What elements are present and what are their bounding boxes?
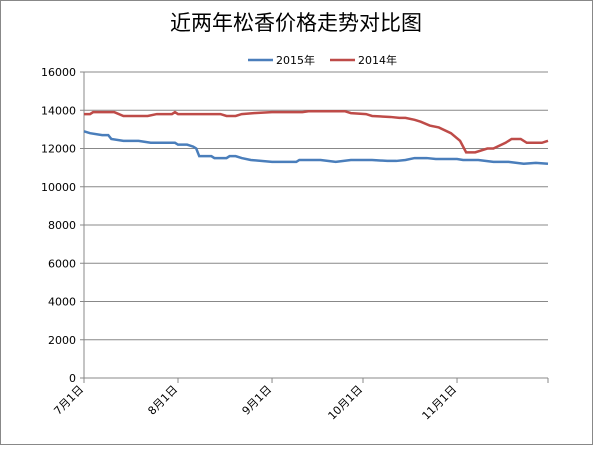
legend-label: 2015年 <box>276 53 315 67</box>
y-tick-label: 12000 <box>41 143 76 156</box>
y-tick-label: 14000 <box>41 104 76 117</box>
y-tick-label: 6000 <box>48 257 76 270</box>
chart-title: 近两年松香价格走势对比图 <box>170 11 422 35</box>
y-tick-label: 0 <box>69 372 76 385</box>
line <box>84 109 549 154</box>
y-tick-label: 4000 <box>48 296 76 309</box>
line <box>83 130 549 166</box>
y-tick-label: 10000 <box>41 181 76 194</box>
legend-label: 2014年 <box>358 53 397 67</box>
y-tick-label: 2000 <box>48 334 76 347</box>
y-tick-label: 8000 <box>48 219 76 232</box>
y-tick-label: 16000 <box>41 66 76 79</box>
